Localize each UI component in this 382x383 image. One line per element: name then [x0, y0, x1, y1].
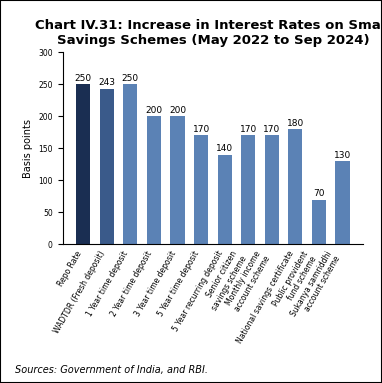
Text: 180: 180	[287, 119, 304, 128]
Text: 200: 200	[146, 106, 162, 115]
Bar	[194, 136, 208, 244]
Text: 170: 170	[193, 125, 210, 134]
Bar	[147, 116, 161, 244]
Bar	[335, 161, 350, 244]
Text: 170: 170	[263, 125, 280, 134]
Text: 250: 250	[75, 74, 92, 83]
Y-axis label: Basis points: Basis points	[23, 119, 32, 178]
Text: 250: 250	[122, 74, 139, 83]
Bar	[288, 129, 303, 244]
Bar	[241, 136, 255, 244]
Bar	[265, 136, 279, 244]
Bar	[76, 84, 91, 244]
Text: 140: 140	[216, 144, 233, 154]
Bar	[312, 200, 326, 244]
Text: 200: 200	[169, 106, 186, 115]
Text: 170: 170	[240, 125, 257, 134]
Text: 243: 243	[98, 79, 115, 87]
Text: Sources: Government of India, and RBI.: Sources: Government of India, and RBI.	[15, 365, 208, 375]
Bar	[123, 84, 138, 244]
Text: 70: 70	[313, 189, 325, 198]
Title: Chart IV.31: Increase in Interest Rates on Small
Savings Schemes (May 2022 to Se: Chart IV.31: Increase in Interest Rates …	[36, 19, 382, 47]
Bar	[170, 116, 185, 244]
Bar	[218, 155, 232, 244]
Text: 130: 130	[334, 151, 351, 160]
Bar	[100, 89, 114, 244]
